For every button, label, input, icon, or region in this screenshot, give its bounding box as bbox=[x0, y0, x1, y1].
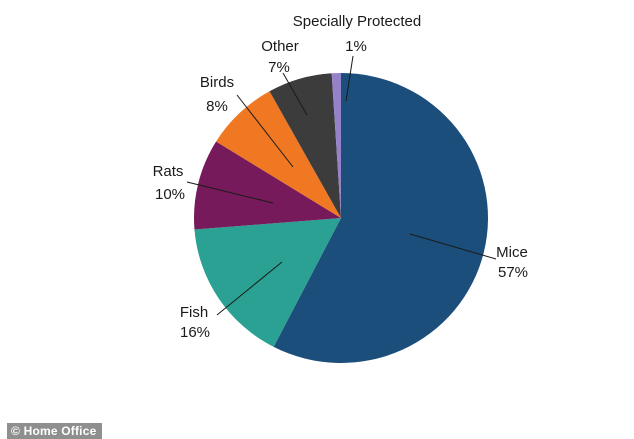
pie-slice-other bbox=[269, 73, 341, 218]
leader-line-mice bbox=[409, 233, 497, 260]
slice-label-other: Other bbox=[261, 38, 299, 55]
leader-line-specially-protected bbox=[345, 55, 354, 102]
slice-label-birds: Birds bbox=[200, 74, 234, 91]
pie-slice-specially-protected bbox=[331, 73, 341, 218]
leader-line-fish bbox=[216, 261, 283, 316]
slice-value-other: 7% bbox=[268, 59, 290, 76]
leader-line-other bbox=[282, 72, 308, 116]
home-office-watermark: © Home Office bbox=[7, 423, 103, 439]
slice-label-specially-protected: Specially Protected bbox=[293, 13, 421, 30]
slice-value-fish: 16% bbox=[180, 324, 210, 341]
slice-labels: Mice 57% Fish 16% Rats 10% Birds 8% Other 7% Speci… bbox=[153, 13, 528, 341]
pie-slice-fish bbox=[194, 218, 341, 347]
leader-line-birds bbox=[236, 94, 294, 168]
slice-label-rats: Rats bbox=[153, 163, 184, 180]
slice-label-fish: Fish bbox=[180, 304, 208, 321]
slice-value-specially-protected: 1% bbox=[345, 38, 367, 55]
pie-slice-rats bbox=[193, 141, 341, 230]
pie-slice-mice bbox=[273, 73, 489, 363]
slice-value-birds: 8% bbox=[206, 98, 228, 115]
leader-lines bbox=[186, 55, 497, 316]
slice-label-mice: Mice bbox=[496, 244, 528, 261]
slice-value-rats: 10% bbox=[155, 186, 185, 203]
slice-value-mice: 57% bbox=[498, 264, 528, 281]
leader-line-rats bbox=[186, 181, 274, 204]
pie-slices bbox=[193, 73, 489, 363]
pie-slice-birds bbox=[216, 91, 341, 218]
